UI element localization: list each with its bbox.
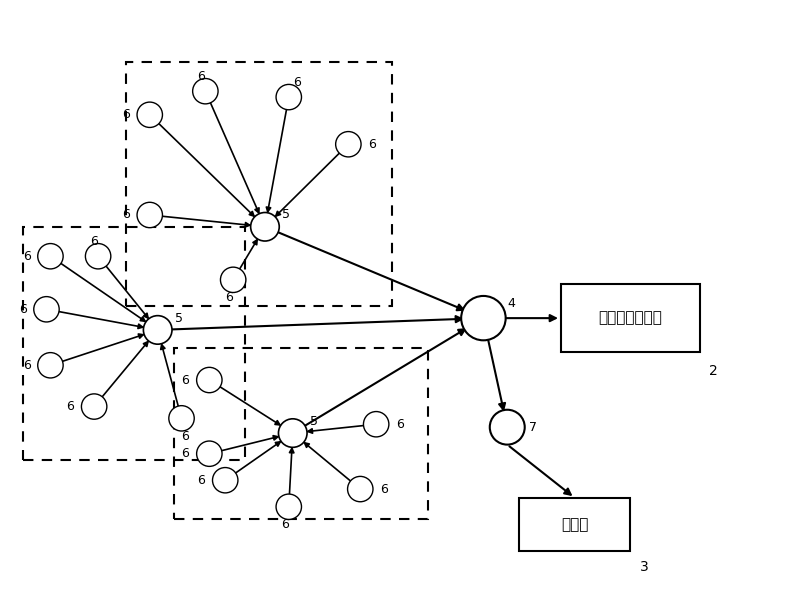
Text: 6: 6 — [182, 430, 190, 443]
Ellipse shape — [213, 468, 238, 493]
Text: 6: 6 — [182, 447, 190, 460]
Text: 6: 6 — [198, 474, 206, 487]
Text: 提醒点: 提醒点 — [561, 517, 589, 532]
Ellipse shape — [143, 316, 172, 344]
Ellipse shape — [461, 296, 506, 340]
Text: 6: 6 — [198, 70, 206, 83]
Text: 5: 5 — [310, 415, 318, 428]
Ellipse shape — [38, 243, 63, 269]
Ellipse shape — [347, 477, 373, 502]
Text: 6: 6 — [66, 400, 74, 413]
Ellipse shape — [193, 79, 218, 104]
Text: 2: 2 — [710, 364, 718, 378]
Bar — [174, 347, 428, 518]
Ellipse shape — [82, 394, 107, 419]
Text: 5: 5 — [175, 312, 183, 325]
Ellipse shape — [137, 202, 162, 228]
Text: 4: 4 — [507, 297, 515, 310]
Bar — [561, 284, 700, 352]
Ellipse shape — [197, 367, 222, 393]
Text: 6: 6 — [281, 518, 289, 531]
Text: 6: 6 — [396, 418, 404, 431]
Text: 远程控制计算机: 远程控制计算机 — [598, 311, 662, 325]
Text: 6: 6 — [182, 374, 190, 387]
Text: 6: 6 — [22, 359, 30, 372]
Text: 6: 6 — [90, 235, 98, 248]
Ellipse shape — [137, 102, 162, 127]
Bar — [22, 227, 245, 459]
Text: 6: 6 — [368, 138, 376, 151]
Ellipse shape — [86, 243, 111, 269]
Bar — [519, 498, 630, 551]
Ellipse shape — [250, 212, 279, 241]
Ellipse shape — [169, 406, 194, 431]
Text: 6: 6 — [293, 76, 301, 89]
Ellipse shape — [336, 131, 361, 157]
Ellipse shape — [197, 441, 222, 466]
Text: 6: 6 — [122, 208, 130, 221]
Text: 6: 6 — [18, 303, 26, 316]
Text: 6: 6 — [380, 483, 388, 496]
Text: 6: 6 — [122, 108, 130, 121]
Ellipse shape — [276, 494, 302, 519]
Ellipse shape — [278, 419, 307, 447]
Text: 6: 6 — [22, 250, 30, 263]
Text: 3: 3 — [640, 560, 649, 574]
Ellipse shape — [221, 267, 246, 293]
Ellipse shape — [363, 412, 389, 437]
Ellipse shape — [490, 410, 525, 444]
Bar — [126, 62, 392, 306]
Ellipse shape — [276, 84, 302, 109]
Text: 6: 6 — [226, 291, 233, 304]
Text: 7: 7 — [530, 421, 538, 434]
Text: 5: 5 — [282, 208, 290, 221]
Ellipse shape — [34, 297, 59, 322]
Ellipse shape — [38, 353, 63, 378]
